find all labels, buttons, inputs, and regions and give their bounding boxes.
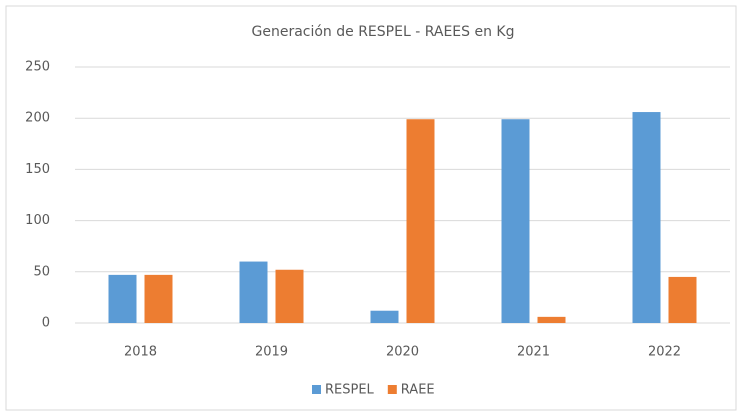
x-tick-label: 2021 — [517, 345, 550, 360]
bar — [406, 119, 435, 323]
bar — [632, 112, 661, 323]
x-tick-label: 2018 — [124, 345, 157, 360]
chart-border — [5, 5, 737, 411]
y-tick-label: 100 — [25, 213, 50, 228]
bar — [108, 274, 137, 323]
bar — [144, 274, 173, 323]
bar — [668, 276, 697, 323]
y-tick-label: 0 — [42, 316, 50, 331]
y-tick-label: 250 — [25, 60, 50, 75]
chart-title: Generación de RESPEL - RAEES en Kg — [252, 24, 515, 40]
y-tick-label: 200 — [25, 111, 50, 126]
legend-label: RESPEL — [325, 383, 375, 398]
legend-swatch — [312, 385, 321, 394]
bar — [370, 310, 399, 323]
bar — [501, 119, 530, 323]
legend-label: RAEE — [401, 383, 435, 398]
y-tick-label: 50 — [33, 264, 50, 279]
y-tick-label: 150 — [25, 162, 50, 177]
bar — [537, 316, 566, 323]
x-tick-label: 2020 — [386, 345, 419, 360]
legend-swatch — [387, 385, 397, 394]
x-tick-label: 2022 — [648, 345, 681, 360]
bar — [239, 261, 268, 323]
x-tick-label: 2019 — [255, 345, 288, 360]
bar — [275, 269, 304, 323]
